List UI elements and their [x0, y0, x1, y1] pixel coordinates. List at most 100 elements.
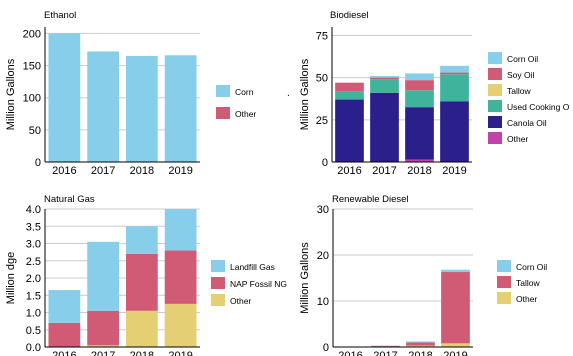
- bar-corn-oil: [370, 75, 399, 78]
- bar-other: [405, 159, 434, 162]
- chart-title: Biodiesel: [330, 10, 369, 21]
- legend-swatch: [488, 84, 502, 96]
- chart-ethanol: Ethanol 0 50 100 150 200 2016 2017 2018 2019 Milli…: [5, 10, 256, 177]
- y-tick-label: 100: [23, 93, 41, 105]
- bar-landfill-gas: [125, 226, 158, 254]
- x-tick-label: 2019: [168, 165, 192, 177]
- y-tick-label: 2.0: [26, 273, 41, 285]
- legend-swatch: [497, 292, 511, 304]
- bar-canola-oil: [335, 99, 364, 162]
- legend-swatch: [497, 260, 511, 272]
- y-tick-label: 25: [316, 115, 328, 127]
- x-tick-label: 2017: [91, 350, 115, 356]
- legend-swatch: [216, 107, 230, 119]
- bar-other: [406, 345, 435, 347]
- y-axis-label: Million dge: [5, 252, 17, 305]
- y-tick-label: 75: [316, 30, 328, 42]
- chart-title: Renewable Diesel: [332, 194, 409, 205]
- legend-label: Other: [516, 294, 537, 304]
- chart-title: Natural Gas: [44, 194, 95, 205]
- y-axis-label: Million Gallons: [299, 242, 311, 314]
- x-tick-label: 2017: [372, 165, 396, 177]
- y-axis-label: Million Gallons: [5, 58, 17, 130]
- y-tick-label: 0.0: [26, 342, 41, 354]
- x-tick-label: 2018: [130, 165, 154, 177]
- bar-corn-oil: [405, 73, 434, 81]
- legend-label: Tallow: [507, 86, 531, 96]
- legend-swatch: [211, 277, 225, 289]
- bar-nap-fossil-ng: [87, 310, 120, 346]
- x-tick-label: 2019: [443, 350, 467, 356]
- x-tick-label: 2016: [52, 350, 76, 356]
- x-tick-label: 2018: [407, 165, 431, 177]
- bar-used-cooking-o: [370, 79, 399, 93]
- y-tick-label: 4.0: [26, 204, 41, 216]
- bar-landfill-gas: [48, 290, 81, 323]
- bar-used-cooking-o: [405, 90, 434, 108]
- bar-soy-oil: [440, 72, 469, 75]
- x-tick-label: 2019: [168, 350, 192, 356]
- bar-other: [164, 303, 197, 347]
- stray-mark: .: [287, 88, 290, 99]
- bar-other: [441, 343, 470, 347]
- y-tick-label: 3.5: [26, 221, 41, 233]
- legend-label: Other: [507, 134, 528, 144]
- legend: Corn Oil Soy Oil Tallow Used Cooking O Canol…: [488, 52, 570, 144]
- x-tick-label: 2018: [130, 350, 154, 356]
- y-tick-label: 3.0: [26, 239, 41, 251]
- bar-other: [87, 345, 120, 347]
- y-axis-label: Million Gallons: [299, 58, 311, 130]
- legend-label: NAP Fossil NG: [230, 279, 287, 289]
- bar-soy-oil: [335, 82, 364, 92]
- y-tick-label: 1.0: [26, 308, 41, 320]
- bar-nap-fossil-ng: [48, 322, 81, 347]
- legend-swatch: [497, 276, 511, 288]
- bar-soy-oil: [405, 80, 434, 91]
- x-tick-label: 2017: [373, 350, 397, 356]
- chart-biodiesel: Biodiesel 0 25 50 75 2016 2017 2018 2019 Million …: [299, 10, 570, 177]
- legend-swatch: [488, 100, 502, 112]
- bar-used-cooking-o: [440, 74, 469, 102]
- y-tick-label: 30: [317, 204, 329, 216]
- legend-swatch: [488, 132, 502, 144]
- bar-corn: [164, 55, 197, 162]
- y-tick-label: 0: [323, 342, 329, 354]
- x-tick-label: 2019: [442, 165, 466, 177]
- legend: Landfill Gas NAP Fossil NG Other: [211, 260, 287, 306]
- y-tick-label: 2.5: [26, 256, 41, 268]
- legend-label: Canola Oil: [507, 118, 547, 128]
- bar-canola-oil: [440, 101, 469, 162]
- y-tick-label: 0: [322, 157, 328, 169]
- y-tick-label: 50: [316, 73, 328, 85]
- legend: Corn Oil Tallow Other: [497, 260, 547, 304]
- legend-swatch: [488, 116, 502, 128]
- bar-tallow: [441, 272, 470, 344]
- y-tick-label: 1.5: [26, 290, 41, 302]
- y-tick-label: 20: [317, 250, 329, 262]
- bar-nap-fossil-ng: [125, 253, 158, 311]
- bar-corn: [48, 33, 81, 162]
- legend-label: Corn Oil: [507, 54, 538, 64]
- legend-label: Used Cooking O: [507, 102, 570, 112]
- y-tick-label: 200: [23, 28, 41, 40]
- legend-label: Landfill Gas: [230, 262, 275, 272]
- legend-swatch: [211, 294, 225, 306]
- bar-other: [125, 310, 158, 347]
- x-tick-label: 2017: [91, 165, 115, 177]
- y-tick-label: 150: [23, 61, 41, 73]
- bar-canola-oil: [370, 92, 399, 162]
- x-tick-label: 2016: [338, 350, 362, 356]
- bar-nap-fossil-ng: [164, 250, 197, 304]
- bar-corn: [87, 51, 120, 162]
- legend-swatch: [488, 52, 502, 64]
- legend-swatch: [216, 85, 230, 97]
- x-tick-label: 2016: [52, 165, 76, 177]
- bar-corn-oil: [406, 341, 435, 343]
- legend-label: Tallow: [516, 278, 540, 288]
- y-tick-label: 50: [29, 125, 41, 137]
- chart-natural-gas: Natural Gas 0.0 0.5 1.0 1.5 2.0 2.5 3.0 3.5 4.0 20…: [5, 194, 287, 356]
- bar-canola-oil: [405, 107, 434, 160]
- bar-corn: [125, 55, 158, 162]
- bar-landfill-gas: [87, 241, 120, 311]
